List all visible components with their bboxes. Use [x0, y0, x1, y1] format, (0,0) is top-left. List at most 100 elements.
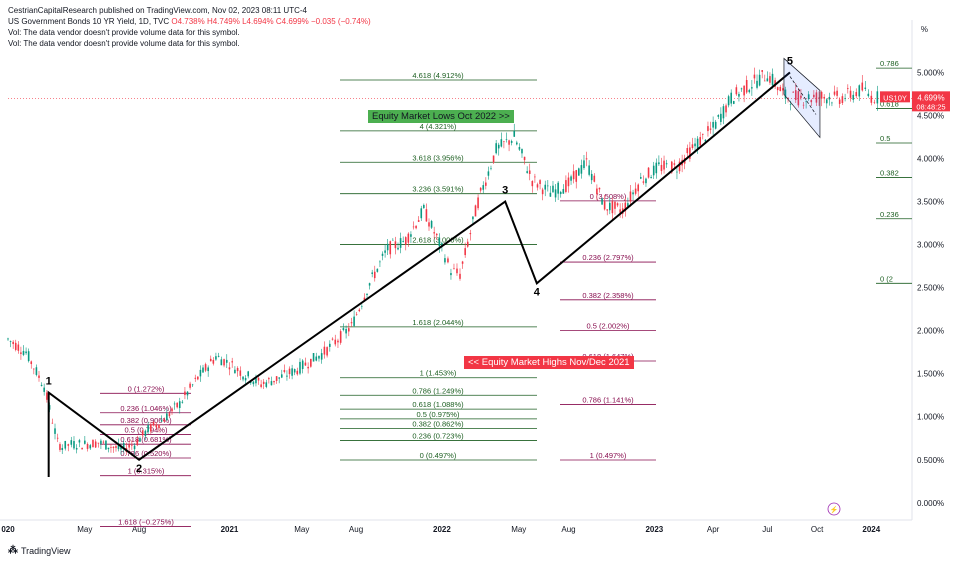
candle-body	[265, 382, 268, 387]
tradingview-logo[interactable]: ⁂ TradingView	[8, 545, 71, 556]
fib-level-label: 4 (4.321%)	[420, 122, 457, 131]
candle-body	[355, 314, 358, 316]
candle-body	[634, 188, 637, 194]
candle-body	[792, 91, 794, 93]
candle-body	[136, 439, 139, 446]
fib-level-label: 1 (0.315%)	[128, 467, 165, 476]
candle-body	[738, 93, 740, 97]
price-scale-unit[interactable]: %	[920, 25, 928, 34]
symbol-title: US Government Bonds 10 YR Yield, 1D, TVC	[8, 17, 170, 26]
current-price-tag[interactable]	[912, 91, 950, 112]
candle-body	[849, 90, 852, 98]
candle-body	[699, 137, 702, 146]
candle-body	[655, 162, 658, 174]
candle-body	[763, 80, 766, 82]
candle-body	[368, 283, 371, 286]
candle-body	[652, 165, 655, 176]
candle-body	[75, 448, 78, 450]
candle-body	[717, 115, 720, 117]
fib-level-label: 0.618	[880, 100, 899, 109]
candle-body	[428, 222, 430, 227]
candle-body	[686, 148, 689, 154]
candle-body	[650, 177, 652, 179]
candle-body	[461, 261, 464, 264]
candle-body	[725, 105, 727, 113]
candle-body	[632, 192, 634, 195]
candle-body	[307, 366, 309, 369]
candle-body	[485, 182, 487, 186]
candle-body	[523, 156, 526, 161]
candle-body	[570, 176, 572, 181]
candle-body	[155, 424, 158, 428]
candle-body	[836, 90, 838, 96]
candle-body	[14, 342, 17, 350]
candle-body	[466, 241, 469, 247]
x-tick-label: 2022	[433, 525, 451, 534]
ohlc-values: O4.738% H4.749% L4.694% C4.699% −0.035 (…	[171, 17, 371, 26]
candle-body	[585, 158, 588, 160]
candle-body	[722, 106, 725, 119]
candle-body	[761, 70, 763, 72]
candle-body	[417, 220, 420, 222]
candle-body	[320, 353, 323, 360]
candle-body	[304, 362, 307, 366]
x-tick-label: Oct	[811, 525, 824, 534]
candle-body	[825, 99, 828, 104]
candle-body	[459, 273, 461, 279]
candle-body	[847, 88, 849, 90]
candle-body	[503, 141, 505, 142]
candle-body	[158, 424, 160, 429]
candle-body	[415, 225, 417, 229]
fib-level-label: 0.236 (0.723%)	[412, 432, 464, 441]
candle-body	[215, 356, 217, 360]
candle-body	[732, 101, 735, 104]
bar-countdown: 08:48:25	[916, 102, 945, 111]
candle-body	[345, 328, 347, 334]
candle-body	[262, 381, 265, 384]
candle-body	[453, 268, 455, 269]
candle-body	[867, 93, 870, 97]
candle-body	[133, 445, 136, 450]
fib-level-label: 0.236	[880, 210, 899, 219]
candle-body	[81, 447, 83, 450]
candle-body	[350, 322, 353, 324]
candle-body	[756, 80, 758, 88]
candle-body	[288, 368, 291, 375]
candle-body	[35, 367, 38, 375]
candle-body	[173, 403, 176, 405]
candle-body	[105, 440, 107, 450]
candle-body	[567, 177, 570, 187]
candle-body	[64, 440, 67, 449]
candle-body	[283, 369, 286, 372]
published-line: CestrianCapitalResearch published on Tra…	[8, 6, 307, 15]
candle-body	[769, 76, 771, 83]
candle-body	[753, 74, 756, 79]
tradingview-icon: ⁂	[8, 545, 18, 556]
candle-body	[743, 85, 745, 96]
candle-body	[562, 189, 565, 194]
candle-body	[273, 380, 275, 383]
symbol-line: US Government Bonds 10 YR Yield, 1D, TVC…	[8, 16, 371, 27]
candle-body	[578, 168, 580, 176]
candle-body	[9, 341, 12, 342]
candle-body	[823, 96, 825, 99]
fib-level-label: 0 (3.508%)	[590, 192, 627, 201]
event-icon[interactable]	[827, 502, 841, 516]
candle-body	[392, 239, 394, 241]
candle-body	[689, 147, 691, 159]
x-tick-label: Aug	[561, 525, 575, 534]
volume-note-1: Vol: The data vendor doesn't provide vol…	[8, 28, 240, 37]
candle-body	[831, 102, 833, 104]
fib-level-label: 1.618 (2.044%)	[412, 318, 464, 327]
candle-body	[544, 184, 547, 190]
candle-body	[712, 121, 714, 128]
candle-body	[518, 147, 521, 150]
candle-body	[329, 343, 331, 347]
candle-body	[110, 447, 112, 448]
y-tick-label: 3.000%	[917, 241, 944, 250]
chart-header: CestrianCapitalResearch published on Tra…	[8, 5, 371, 49]
candle-body	[268, 378, 270, 380]
candle-body	[353, 316, 355, 326]
candle-body	[51, 422, 54, 424]
